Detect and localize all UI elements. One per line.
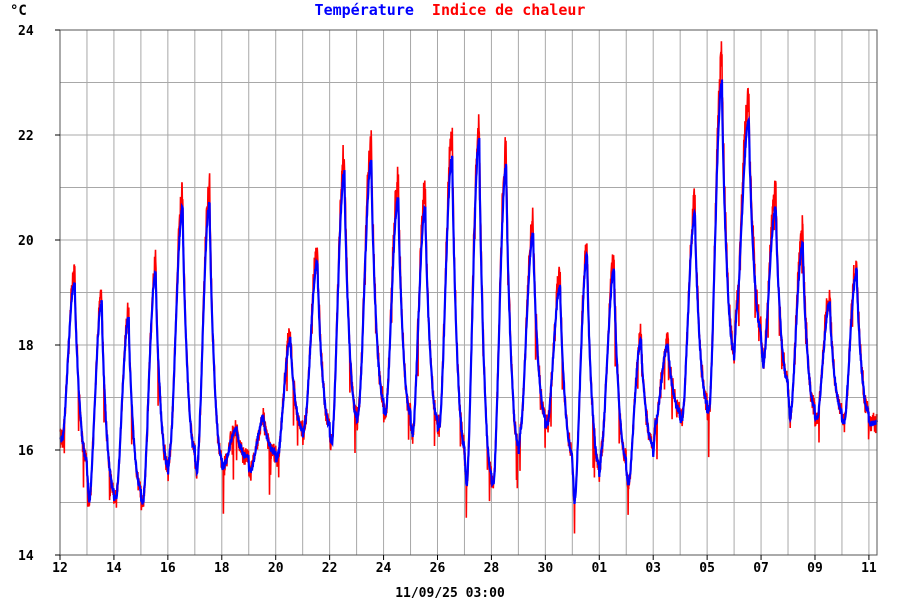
temperature-line xyxy=(59,79,879,505)
x-tick-label: 18 xyxy=(214,561,230,576)
x-tick-label: 05 xyxy=(699,561,715,576)
footer-timestamp: 11/09/25 03:00 xyxy=(395,586,505,600)
x-tick-label: 07 xyxy=(753,561,769,576)
x-tick-label: 28 xyxy=(484,561,500,576)
x-tick-label: 26 xyxy=(430,561,446,576)
x-axis-ticks: 12 14 16 18 20 22 24 26 28 30 01 03 05 07 09 11 xyxy=(52,555,877,576)
x-tick-label: 16 xyxy=(160,561,176,576)
x-tick-label: 03 xyxy=(645,561,661,576)
series-temperature xyxy=(59,79,879,505)
x-tick-label: 01 xyxy=(591,561,607,576)
legend-temperature: Température xyxy=(315,1,414,19)
x-tick-label: 30 xyxy=(538,561,554,576)
x-tick-label: 11 xyxy=(861,561,877,576)
y-tick-label: 18 xyxy=(18,339,34,354)
y-tick-label: 22 xyxy=(18,129,34,144)
x-tick-label: 20 xyxy=(268,561,284,576)
y-axis-unit: °C xyxy=(10,3,27,19)
y-tick-label: 20 xyxy=(18,234,34,249)
plot-frame xyxy=(59,29,878,556)
legend-heat-index: Indice de chaleur xyxy=(432,1,586,19)
x-tick-label: 22 xyxy=(322,561,338,576)
x-tick-label: 12 xyxy=(52,561,68,576)
x-tick-label: 24 xyxy=(376,561,392,576)
x-tick-label: 14 xyxy=(106,561,122,576)
y-tick-label: 16 xyxy=(18,444,34,459)
y-axis-ticks: 14 16 18 20 22 24 xyxy=(18,24,60,564)
y-tick-label: 14 xyxy=(18,549,34,564)
x-tick-label: 09 xyxy=(807,561,823,576)
y-tick-label: 24 xyxy=(18,24,34,39)
legend: Température Indice de chaleur xyxy=(315,1,586,19)
